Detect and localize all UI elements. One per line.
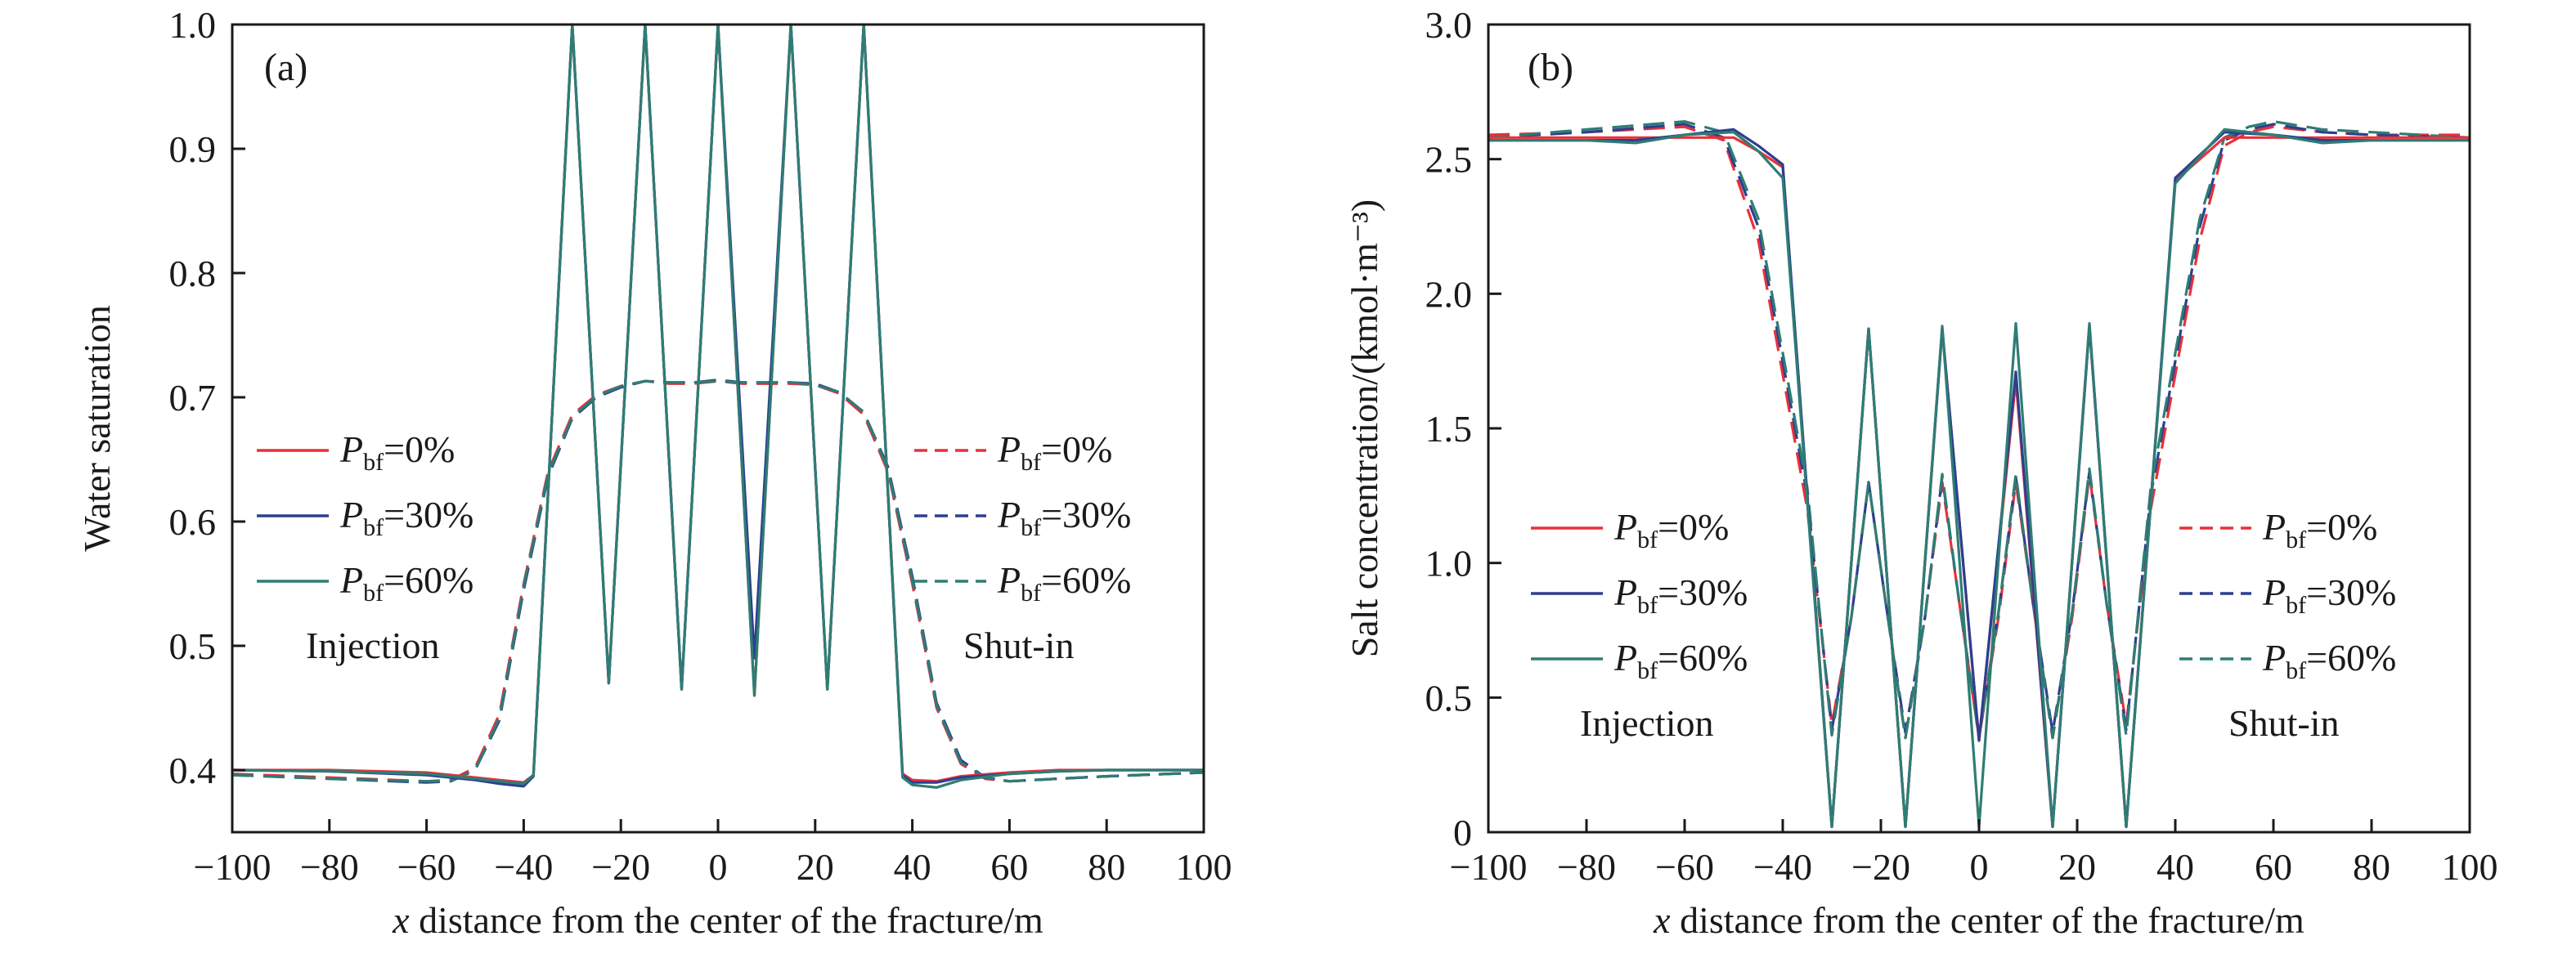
x-tick-label: 20 [797, 846, 834, 888]
y-tick-label: 0.5 [169, 625, 217, 667]
x-tick-label: 0 [709, 846, 728, 888]
legend-group-label: Injection [1580, 702, 1714, 744]
x-tick-label: 100 [1176, 846, 1232, 888]
x-tick-label: 0 [1970, 846, 1989, 888]
x-tick-label: −40 [1753, 846, 1812, 888]
legend-entry-label: Pbf=30% [2262, 571, 2396, 619]
y-axis-label: Salt concentration/(kmol·m⁻³) [1344, 199, 1385, 658]
x-tick-label: 80 [1088, 846, 1125, 888]
y-tick-label: 0.9 [169, 128, 217, 170]
series-line-injection-1 [1488, 128, 2470, 829]
series-group [232, 23, 1204, 789]
x-tick-label: 60 [2255, 846, 2292, 888]
legend-entry-label: Pbf=60% [997, 559, 1131, 607]
legend-injection: Pbf=0% Pbf=30% Pbf=60% Injection [257, 428, 473, 666]
legend-entry-label: Pbf=0% [997, 428, 1112, 476]
chart-panel-a: −100 −80 −60 −40 −20 0 20 40 60 80 100 0.4 0.5 0.6 0.7… [76, 4, 1232, 941]
legend-entry-label: Pbf=30% [1613, 571, 1748, 619]
x-axis-label: x distance from the center of the fractu… [1653, 899, 2304, 941]
legend-group-label: Shut-in [963, 625, 1074, 666]
legend-entry-label: Pbf=30% [339, 494, 473, 541]
y-tick-label: 3.0 [1425, 4, 1473, 46]
series-line-shut-in-5 [1488, 120, 2470, 740]
x-tick-label: −20 [591, 846, 650, 888]
legend-entry-label: Pbf=60% [1613, 637, 1748, 684]
legend-entry-label: Pbf=0% [2262, 506, 2377, 553]
y-tick-label: 0.5 [1425, 677, 1473, 719]
series-line-shut-in-5 [232, 379, 1204, 783]
y-tick-label: 0 [1453, 812, 1472, 853]
y-tick-label: 0.7 [169, 377, 217, 419]
x-tick-label: 40 [894, 846, 931, 888]
y-tick-label: 2.5 [1425, 139, 1473, 181]
series-line-injection-2 [1488, 128, 2470, 829]
x-tick-label: −80 [300, 846, 359, 888]
legend-injection: Pbf=0% Pbf=30% Pbf=60% Injection [1531, 506, 1748, 744]
series-group [1488, 120, 2470, 829]
y-axis-label: Water saturation [76, 305, 118, 552]
legend-entry-label: Pbf=60% [339, 559, 473, 607]
legend-group-label: Injection [306, 625, 440, 666]
x-tick-label: 20 [2058, 846, 2096, 888]
legend-shut-in: Pbf=0% Pbf=30% Pbf=60% Shut-in [914, 428, 1131, 666]
y-tick-label: 2.0 [1425, 273, 1473, 315]
panel-label: (b) [1528, 46, 1573, 89]
y-tick-label: 0.4 [169, 750, 217, 791]
x-tick-label: 100 [2442, 846, 2498, 888]
legend-entry-label: Pbf=0% [339, 428, 455, 476]
legend-entry-label: Pbf=30% [997, 494, 1131, 541]
x-tick-label: 60 [990, 846, 1028, 888]
x-tick-label: −100 [194, 846, 272, 888]
y-tick-label: 0.8 [169, 253, 217, 294]
y-tick-label: 1.0 [1425, 543, 1473, 584]
legend-shut-in: Pbf=0% Pbf=30% Pbf=60% Shut-in [2179, 506, 2396, 744]
x-tick-label: −80 [1557, 846, 1616, 888]
legend-entry-label: Pbf=0% [1613, 506, 1729, 553]
series-line-injection-1 [232, 23, 1204, 788]
legend-group-label: Shut-in [2228, 702, 2339, 744]
y-tick-label: 1.5 [1425, 408, 1473, 450]
panel-label: (a) [264, 46, 307, 89]
x-tick-label: −40 [494, 846, 553, 888]
y-tick-label: 1.0 [169, 4, 217, 46]
chart-panel-b: −100 −80 −60 −40 −20 0 20 40 60 80 100 0 0.5 1.0 1.5 2.… [1344, 4, 2498, 941]
series-line-injection-2 [232, 23, 1204, 789]
legend-entry-label: Pbf=60% [2262, 637, 2396, 684]
x-tick-label: 80 [2353, 846, 2390, 888]
x-tick-label: −60 [1655, 846, 1714, 888]
x-tick-label: 40 [2156, 846, 2194, 888]
series-line-injection-0 [232, 23, 1204, 784]
x-tick-label: −60 [397, 846, 456, 888]
x-tick-label: −100 [1450, 846, 1528, 888]
x-tick-label: −20 [1851, 846, 1910, 888]
x-axis-label: x distance from the center of the fractu… [392, 899, 1043, 941]
y-tick-label: 0.6 [169, 501, 217, 543]
